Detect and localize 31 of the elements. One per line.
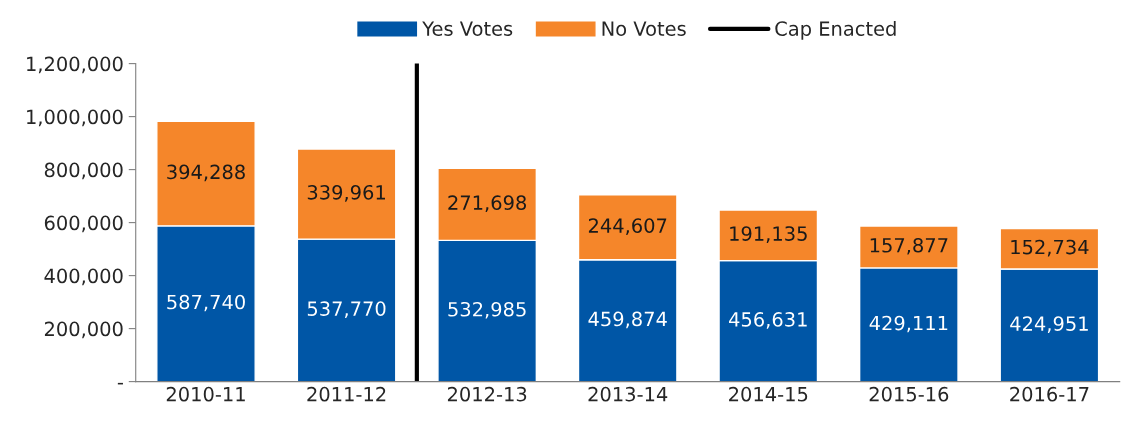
data-label: 429,111 xyxy=(869,315,948,333)
data-label: 152,734 xyxy=(1011,239,1089,257)
y-tick-label: 200,000 xyxy=(44,321,123,339)
y-tick-label: 800,000 xyxy=(44,162,123,180)
data-label: 424,951 xyxy=(1010,316,1088,333)
legend-label: No Votes xyxy=(602,21,686,36)
y-tick-label: 1,200,000 xyxy=(27,56,123,74)
x-tick-label: 2010-11 xyxy=(166,386,245,402)
y-tick-label: - xyxy=(117,382,123,385)
data-label: 532,985 xyxy=(448,301,526,319)
x-tick-label: 2013-14 xyxy=(588,386,668,402)
data-label: 157,877 xyxy=(870,237,948,255)
legend-label: Yes Votes xyxy=(422,21,513,36)
x-tick-label: 2016-17 xyxy=(1010,386,1089,402)
y-tick-label: 600,000 xyxy=(44,215,123,233)
x-tick-label: 2014-15 xyxy=(729,386,808,402)
x-tick-label: 2012-13 xyxy=(447,386,527,402)
y-tick-label: 400,000 xyxy=(44,268,123,286)
y-tick-label: 1,000,000 xyxy=(27,109,123,127)
x-tick-label: 2015-16 xyxy=(869,386,949,402)
data-label: 456,631 xyxy=(729,312,807,329)
data-label: 339,961 xyxy=(307,184,385,202)
data-label: 459,874 xyxy=(588,311,667,329)
data-label: 244,607 xyxy=(588,218,667,235)
data-label: 271,698 xyxy=(448,195,527,212)
text: Cap Enacted xyxy=(775,20,896,40)
data-label: 191,135 xyxy=(730,226,807,243)
x-tick-label: 2011-12 xyxy=(307,386,386,402)
data-label: 537,770 xyxy=(307,301,386,318)
data-label: 587,740 xyxy=(167,294,245,312)
data-label: 394,288 xyxy=(167,164,245,182)
